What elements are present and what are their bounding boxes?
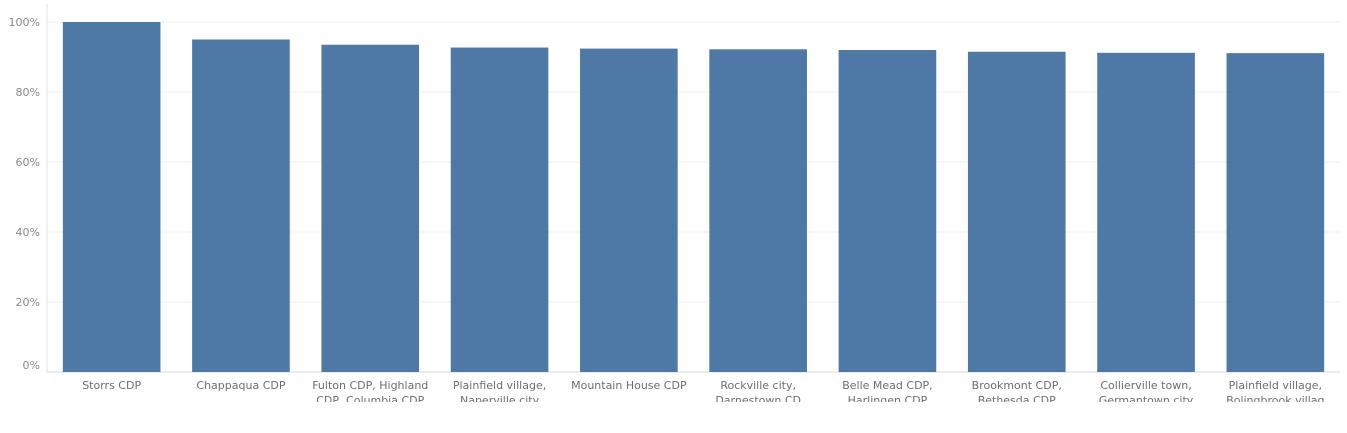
x-tick-label: Storrs CDP bbox=[82, 379, 141, 392]
bar[interactable] bbox=[1097, 52, 1195, 373]
x-tick-label: Collierville town, Germantown city bbox=[1099, 379, 1194, 407]
y-tick-label: 0% bbox=[23, 359, 40, 372]
bar[interactable] bbox=[62, 22, 161, 372]
x-tick-label: Belle Mead CDP, Harlingen CDP bbox=[842, 379, 932, 407]
bar[interactable] bbox=[321, 44, 420, 372]
bar[interactable] bbox=[192, 39, 290, 373]
y-tick-label: 20% bbox=[16, 296, 40, 309]
bar[interactable] bbox=[967, 51, 1066, 372]
x-tick-label: Chappaqua CDP bbox=[196, 379, 285, 392]
x-tick-label: Rockville city, Darnestown CD bbox=[715, 379, 801, 407]
x-tick-label: Plainfield village, Naperville city bbox=[453, 379, 546, 407]
bars bbox=[62, 22, 1325, 373]
x-tick-label: Mountain House CDP bbox=[571, 379, 687, 392]
bar[interactable] bbox=[450, 47, 549, 373]
y-axis: 0% 20% 40% 60% 80% 100% bbox=[9, 4, 48, 372]
y-tick-label: 80% bbox=[16, 86, 40, 99]
y-tick-label: 100% bbox=[9, 16, 40, 29]
y-tick-label: 60% bbox=[16, 156, 40, 169]
bar[interactable] bbox=[1226, 53, 1325, 373]
bar[interactable] bbox=[709, 49, 807, 373]
x-tick-label: Brookmont CDP, Bethesda CDP bbox=[972, 379, 1062, 407]
y-tick-label: 40% bbox=[16, 226, 40, 239]
bar[interactable] bbox=[838, 50, 937, 372]
bar[interactable] bbox=[580, 48, 678, 372]
x-tick-label: Plainfield village, Bolingbrook villag bbox=[1226, 379, 1324, 407]
x-axis-labels: Storrs CDP Chappaqua CDP Fulton CDP, Highl… bbox=[82, 379, 1324, 407]
x-tick-label: Fulton CDP, Highland CDP, Columbia CDP bbox=[312, 379, 428, 407]
